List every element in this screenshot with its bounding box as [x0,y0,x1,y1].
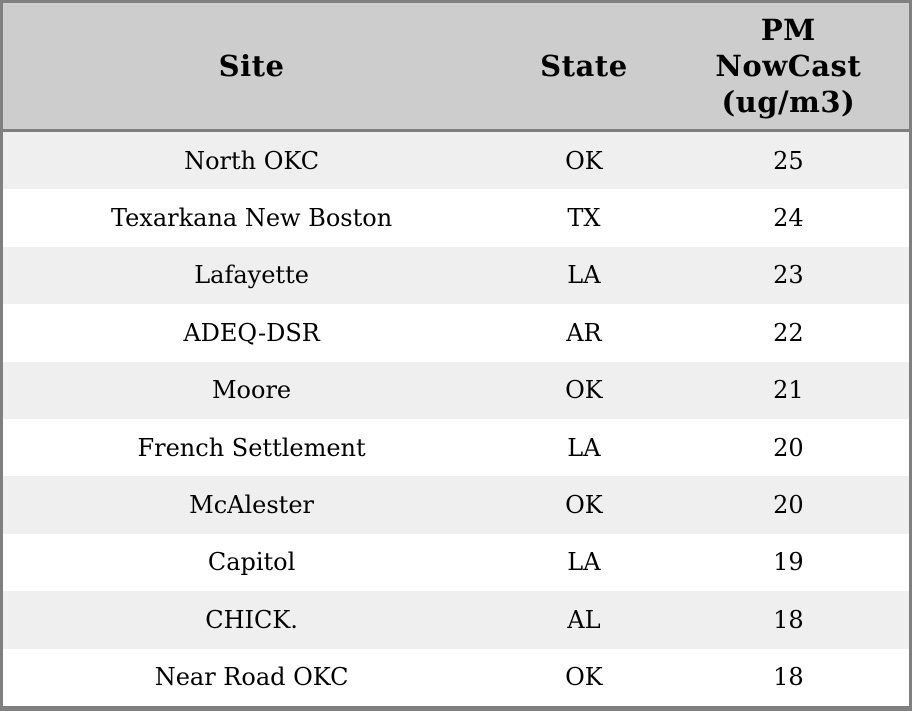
table-body: North OKC OK 25 Texarkana New Boston TX 24 Laf… [1,130,911,709]
state-cell: TX [567,204,601,233]
table-row: ADEQ-DSR AR 22 [2,304,911,361]
table-row: Near Road OKC OK 18 [2,649,911,709]
pm-nowcast-cell: 24 [773,204,804,233]
site-cell: CHICK. [205,605,298,634]
site-cell: French Settlement [137,433,366,462]
pm-nowcast-cell: 18 [773,663,804,692]
pm-nowcast-cell: 20 [773,433,804,462]
table-header: Site State PM NowCast (ug/m3) [1,1,911,132]
table-row: Lafayette LA 23 [1,246,911,305]
state-cell: AR [566,318,602,347]
pm-nowcast-cell: 19 [773,548,804,577]
state-cell: OK [565,376,603,405]
site-cell: Lafayette [194,261,309,290]
site-cell: McAlester [189,491,314,520]
column-header-pm-nowcast: PM NowCast (ug/m3) [667,1,911,132]
site-cell: Texarkana New Boston [110,204,393,233]
table-row: Moore OK 21 [1,361,911,419]
site-cell: Capitol [207,548,296,577]
pm-nowcast-cell: 18 [773,605,804,634]
table-row: CHICK. AL 18 [1,591,911,649]
pm-nowcast-cell: 25 [773,146,804,175]
state-cell: OK [565,663,603,692]
site-cell: Near Road OKC [154,663,349,692]
site-cell: ADEQ-DSR [183,318,320,347]
state-cell: LA [567,548,601,577]
table-row: McAlester OK 20 [1,476,911,534]
pm-nowcast-cell: 23 [773,261,804,290]
pm-nowcast-cell: 21 [773,376,804,405]
table-row: North OKC OK 25 [1,130,911,190]
pm-nowcast-cell: 22 [773,318,804,347]
state-cell: AL [567,605,601,634]
column-header-site: Site [1,1,501,132]
state-cell: OK [565,491,603,520]
table-row: Capitol LA 19 [2,534,911,591]
state-cell: OK [565,146,603,175]
pm-nowcast-cell: 20 [773,491,804,520]
table-header-row: Site State PM NowCast (ug/m3) [1,1,911,132]
column-header-state: State [500,1,668,132]
site-cell: North OKC [184,146,320,175]
site-cell: Moore [211,376,292,405]
table-row: French Settlement LA 20 [2,419,911,476]
state-cell: LA [567,261,601,290]
table-row: Texarkana New Boston TX 24 [2,189,911,246]
state-cell: LA [567,433,601,462]
